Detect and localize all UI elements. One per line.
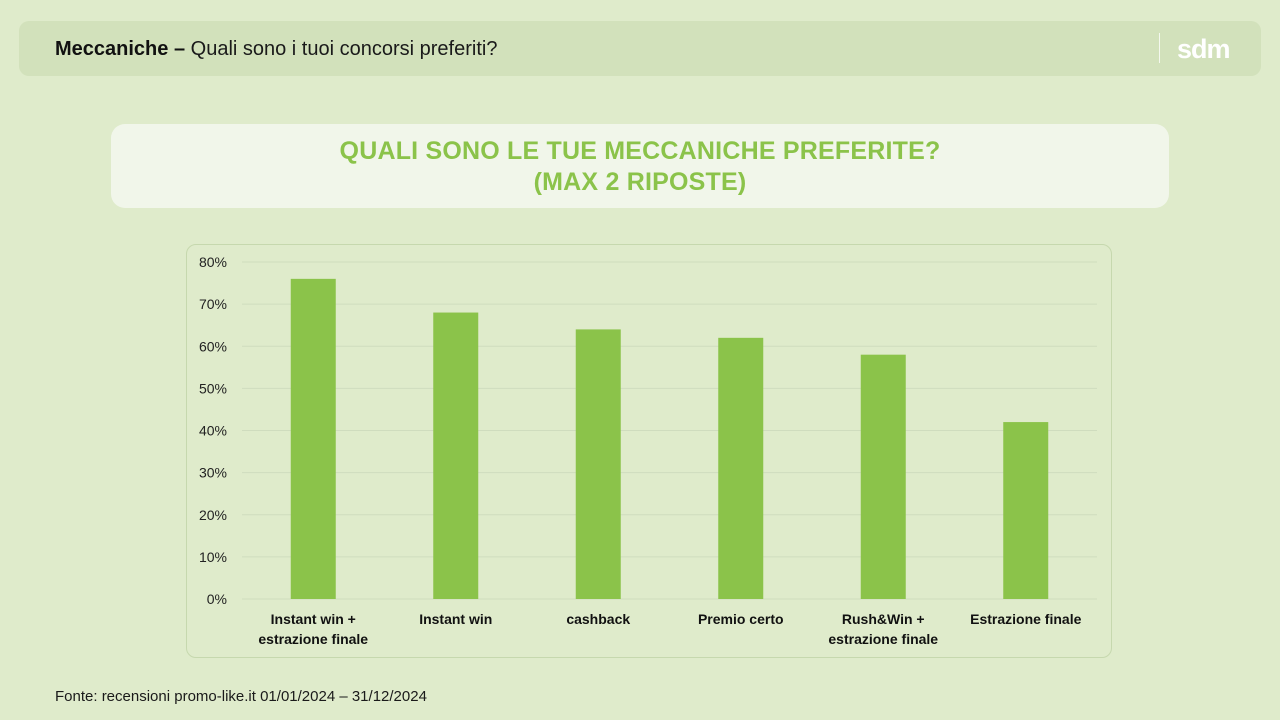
bar-chart: 0% 10% 20% 30% 40% 50% 60% 70% 80% Instant win + e… xyxy=(199,254,1097,647)
x-tick-label: Premio certo xyxy=(698,611,784,627)
page-title-subtitle: Quali sono i tuoi concorsi preferiti? xyxy=(185,38,498,60)
y-tick-label: 70% xyxy=(199,296,227,312)
question-line-2: (MAX 2 RIPOSTE) xyxy=(533,168,747,196)
bar xyxy=(575,329,621,599)
y-tick-label: 20% xyxy=(199,507,227,523)
y-tick-label: 0% xyxy=(207,591,227,607)
source-note: Fonte: recensioni promo-like.it 01/01/20… xyxy=(55,688,427,705)
bar xyxy=(860,354,906,599)
x-tick-label: Rush&Win + estrazione finale xyxy=(828,611,938,647)
bar xyxy=(290,278,336,599)
y-tick-label: 40% xyxy=(199,423,227,439)
y-tick-label: 50% xyxy=(199,380,227,396)
question-box: QUALI SONO LE TUE MECCANICHE PREFERITE? … xyxy=(111,124,1169,208)
chart-container: 0% 10% 20% 30% 40% 50% 60% 70% 80% Instant win + e… xyxy=(186,244,1112,658)
x-tick-label: Instant win xyxy=(419,611,492,627)
y-tick-label: 10% xyxy=(199,549,227,565)
page-title-bold: Meccaniche – xyxy=(55,38,186,60)
y-tick-label: 60% xyxy=(199,338,227,354)
question-line-1: QUALI SONO LE TUE MECCANICHE PREFERITE? xyxy=(339,137,941,165)
bar xyxy=(433,312,479,599)
bar xyxy=(718,337,764,599)
y-tick-label: 30% xyxy=(199,465,227,481)
y-tick-label: 80% xyxy=(199,254,227,270)
x-tick-label: Estrazione finale xyxy=(970,611,1081,627)
page-title: Meccaniche – Quali sono i tuoi concorsi … xyxy=(55,37,497,61)
bar xyxy=(1003,422,1049,599)
sdm-logo: sdm xyxy=(1177,34,1231,64)
x-tick-label: cashback xyxy=(566,611,630,627)
logo-divider xyxy=(1159,33,1160,63)
x-tick-label: Instant win + estrazione finale xyxy=(258,611,368,647)
header-bar: Meccaniche – Quali sono i tuoi concorsi … xyxy=(19,21,1261,76)
